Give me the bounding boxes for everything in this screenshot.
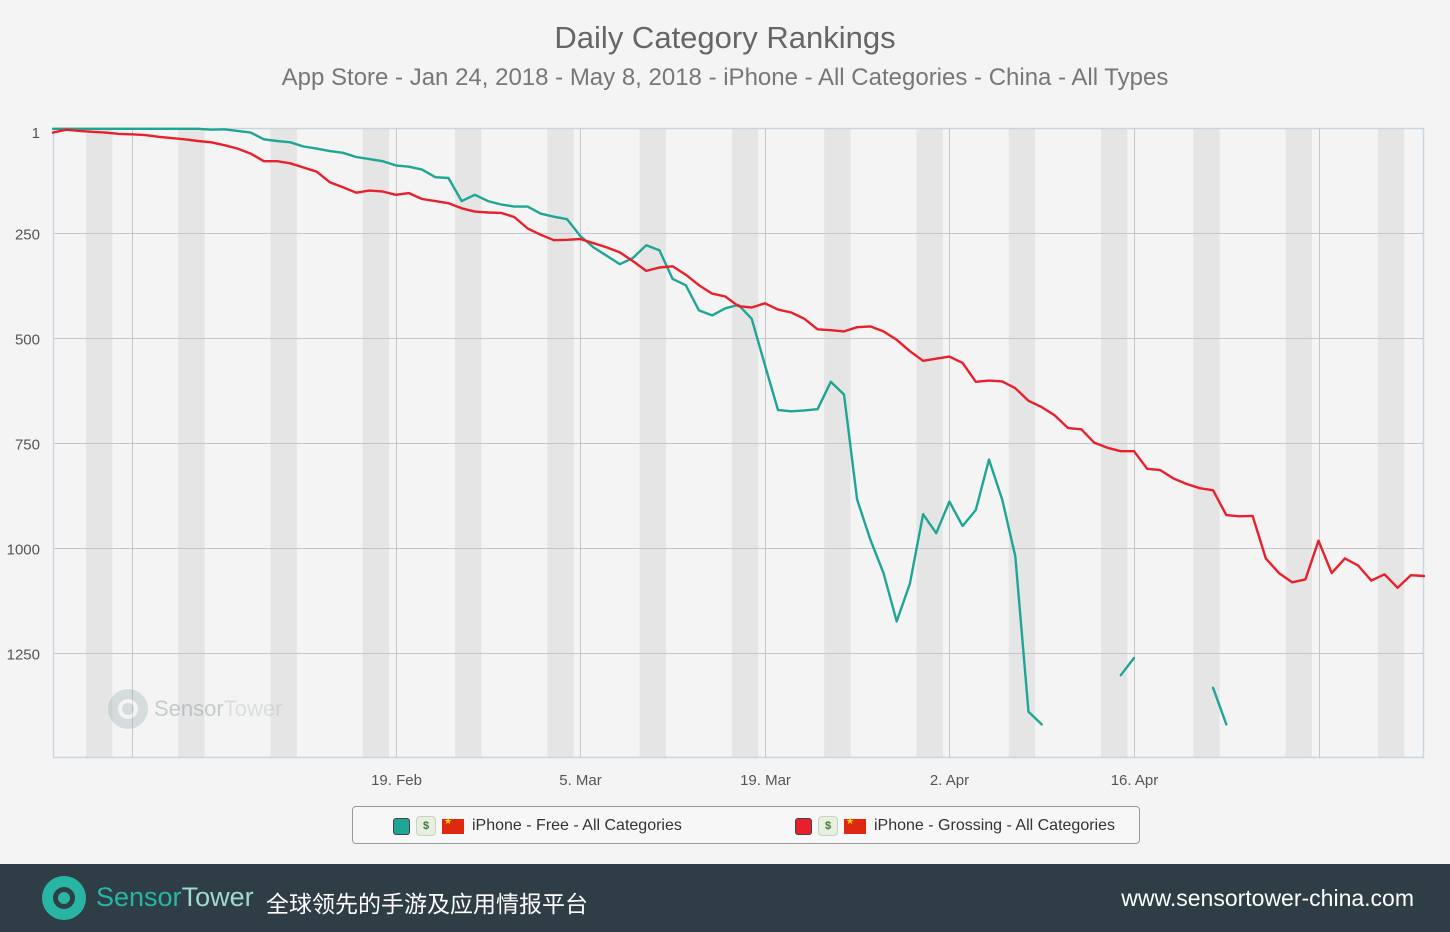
chart-subtitle: App Store - Jan 24, 2018 - May 8, 2018 -…	[281, 64, 1169, 91]
chart-title: Daily Category Rankings	[554, 20, 896, 55]
chart-legend: $ iPhone - Free - All Categories $ iPhon…	[352, 806, 1140, 844]
y-tick-label: 1250	[7, 647, 40, 664]
series-line-free	[1119, 656, 1136, 677]
x-tick-label: 2. Apr	[930, 772, 969, 789]
watermark-text: SensorTower	[154, 696, 283, 721]
footer-bar: SensorTower 全球领先的手游及应用情报平台 www.sensortow…	[0, 864, 1450, 932]
y-tick-label: 500	[15, 332, 40, 349]
y-tick-label: 1000	[7, 542, 40, 559]
plot-border	[52, 127, 1425, 759]
series-line-free	[51, 127, 1043, 726]
x-tick-label: 5. Mar	[559, 772, 602, 789]
footer-url[interactable]: www.sensortower-china.com	[1121, 885, 1414, 911]
series-line-grossing	[51, 128, 1426, 589]
app-icon: $	[818, 816, 838, 836]
x-tick-label: 16. Apr	[1111, 772, 1159, 789]
app-icon: $	[416, 816, 436, 836]
legend-item-free[interactable]: $ iPhone - Free - All Categories	[393, 815, 682, 837]
series-line-free	[1211, 686, 1228, 726]
sensortower-watermark: SensorTower	[108, 688, 282, 730]
legend-swatch-free	[393, 817, 410, 835]
footer-brand: SensorTower	[96, 882, 254, 912]
footer-tagline: 全球领先的手游及应用情报平台	[266, 891, 588, 917]
legend-label-free: iPhone - Free - All Categories	[472, 817, 682, 834]
y-tick-label: 1	[32, 125, 40, 142]
x-tick-label: 19. Feb	[371, 772, 422, 789]
legend-swatch-grossing	[795, 817, 812, 835]
y-tick-label: 250	[15, 227, 40, 244]
china-flag-icon	[844, 817, 866, 834]
y-tick-label: 750	[15, 437, 40, 454]
china-flag-icon	[442, 817, 464, 834]
sensortower-logo-icon	[42, 876, 86, 920]
legend-item-grossing[interactable]: $ iPhone - Grossing - All Categories	[795, 815, 1115, 837]
x-tick-label: 19. Mar	[740, 772, 791, 789]
legend-label-grossing: iPhone - Grossing - All Categories	[874, 817, 1115, 834]
sensortower-logo-icon	[108, 689, 148, 729]
